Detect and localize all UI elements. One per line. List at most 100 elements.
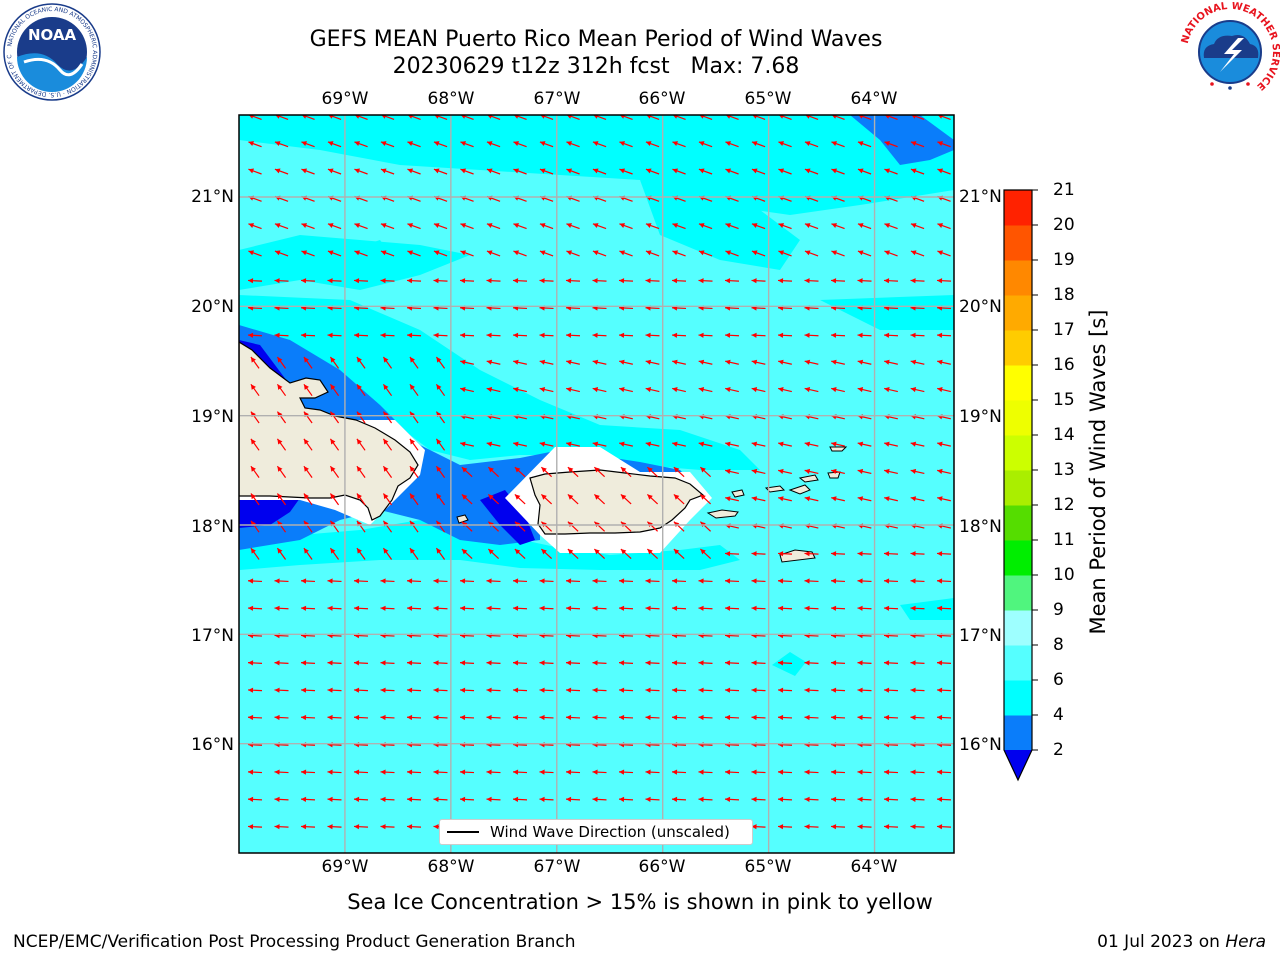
wave-direction-arrow [777,769,793,775]
wave-direction-arrow [725,441,739,447]
wave-direction-arrow [433,769,448,775]
wave-direction-arrow [883,605,899,611]
wave-direction-arrow [672,250,686,257]
wave-direction-arrow [645,168,660,175]
wave-direction-arrow [382,493,393,506]
wave-direction-arrow [274,824,289,830]
wave-direction-arrow [671,796,687,802]
wave-direction-arrow [327,687,342,693]
wave-direction-arrow [487,548,500,560]
wave-direction-arrow [592,278,607,284]
wave-direction-arrow [247,660,263,666]
wave-direction-arrow [592,387,607,393]
colorbar-tick-label: 18 [1053,285,1075,305]
wave-direction-arrow [565,278,581,284]
wave-direction-arrow [380,660,395,666]
wave-direction-arrow [884,223,898,230]
wave-direction-arrow [300,824,316,830]
wave-direction-arrow [857,332,872,338]
wave-direction-arrow [540,493,553,505]
lat-label-left: 18°N [191,517,234,537]
wave-direction-arrow [698,796,713,802]
wave-direction-arrow [804,769,819,775]
wave-direction-arrow [486,687,501,693]
wave-direction-arrow [354,223,368,230]
wave-direction-arrow [486,278,501,284]
wave-direction-arrow [804,496,819,502]
wave-direction-arrow [250,438,260,451]
wave-direction-arrow [884,250,898,257]
wave-direction-arrow [751,660,766,666]
wave-direction-arrow [645,441,660,447]
wave-direction-arrow [327,223,342,230]
lon-label-bottom: 68°W [427,857,475,877]
wave-direction-arrow [830,714,846,721]
wave-direction-arrow [937,141,951,148]
wave-direction-arrow [698,687,713,693]
wave-direction-arrow [247,332,263,338]
wave-direction-arrow [406,796,422,802]
wave-direction-arrow [646,466,659,478]
wave-direction-arrow [645,605,660,611]
lon-label-bottom: 64°W [850,857,898,877]
wave-direction-arrow [329,438,340,451]
lon-label-top: 67°W [533,89,581,109]
wave-direction-arrow [539,250,554,257]
lon-label-bottom: 69°W [321,857,369,877]
wave-direction-arrow [486,578,501,584]
wave-direction-arrow [380,278,395,284]
wave-direction-arrow [671,687,687,693]
wave-direction-arrow [539,223,554,230]
wave-direction-arrow [830,278,846,284]
wave-direction-arrow [672,359,686,365]
wave-direction-arrow [513,168,527,175]
wave-direction-arrow [250,465,260,478]
wave-direction-arrow [698,714,713,721]
wave-direction-arrow [380,250,395,257]
wave-direction-arrow [300,578,316,584]
wave-direction-arrow [937,223,951,230]
wave-direction-arrow [936,660,952,666]
wave-direction-arrow [698,441,713,447]
wave-direction-arrow [778,441,792,447]
wave-direction-arrow [276,383,287,397]
wave-direction-arrow [276,465,287,478]
wave-direction-arrow [487,493,500,505]
wave-direction-arrow [592,578,607,584]
wave-direction-arrow [565,687,581,693]
wave-direction-arrow [884,359,898,365]
colorbar-tick-label: 12 [1053,495,1075,515]
wave-direction-arrow [857,468,872,475]
wave-direction-arrow [459,605,475,611]
wave-direction-arrow [539,660,554,666]
wave-direction-arrow [777,605,793,611]
wave-direction-arrow [303,438,313,451]
wave-direction-arrow [725,223,739,230]
wave-direction-arrow [778,496,792,502]
wave-direction-arrow [804,714,819,721]
wave-direction-arrow [804,387,819,393]
wave-direction-arrow [433,605,448,611]
legend-line-swatch [447,831,479,833]
wave-direction-arrow [512,769,528,775]
wave-direction-arrow [910,496,925,502]
wave-direction-arrow [380,769,395,775]
wave-direction-arrow [830,687,846,693]
wave-direction-arrow [327,168,342,175]
wave-direction-arrow [645,250,660,257]
wave-direction-arrow [804,796,819,802]
wave-direction-arrow [406,660,422,666]
wave-direction-arrow [699,493,712,505]
wave-direction-arrow [353,660,369,666]
wave-direction-arrow [300,278,316,284]
wave-direction-arrow [327,141,342,148]
wave-direction-arrow [513,141,527,148]
wave-direction-arrow [699,466,712,478]
wave-direction-arrow [459,278,475,284]
wave-direction-arrow [380,578,395,584]
wave-direction-arrow [698,332,713,338]
wave-direction-arrow [857,605,872,611]
wave-direction-arrow [380,223,395,230]
wave-direction-arrow [514,466,526,478]
wave-direction-arrow [353,278,369,284]
